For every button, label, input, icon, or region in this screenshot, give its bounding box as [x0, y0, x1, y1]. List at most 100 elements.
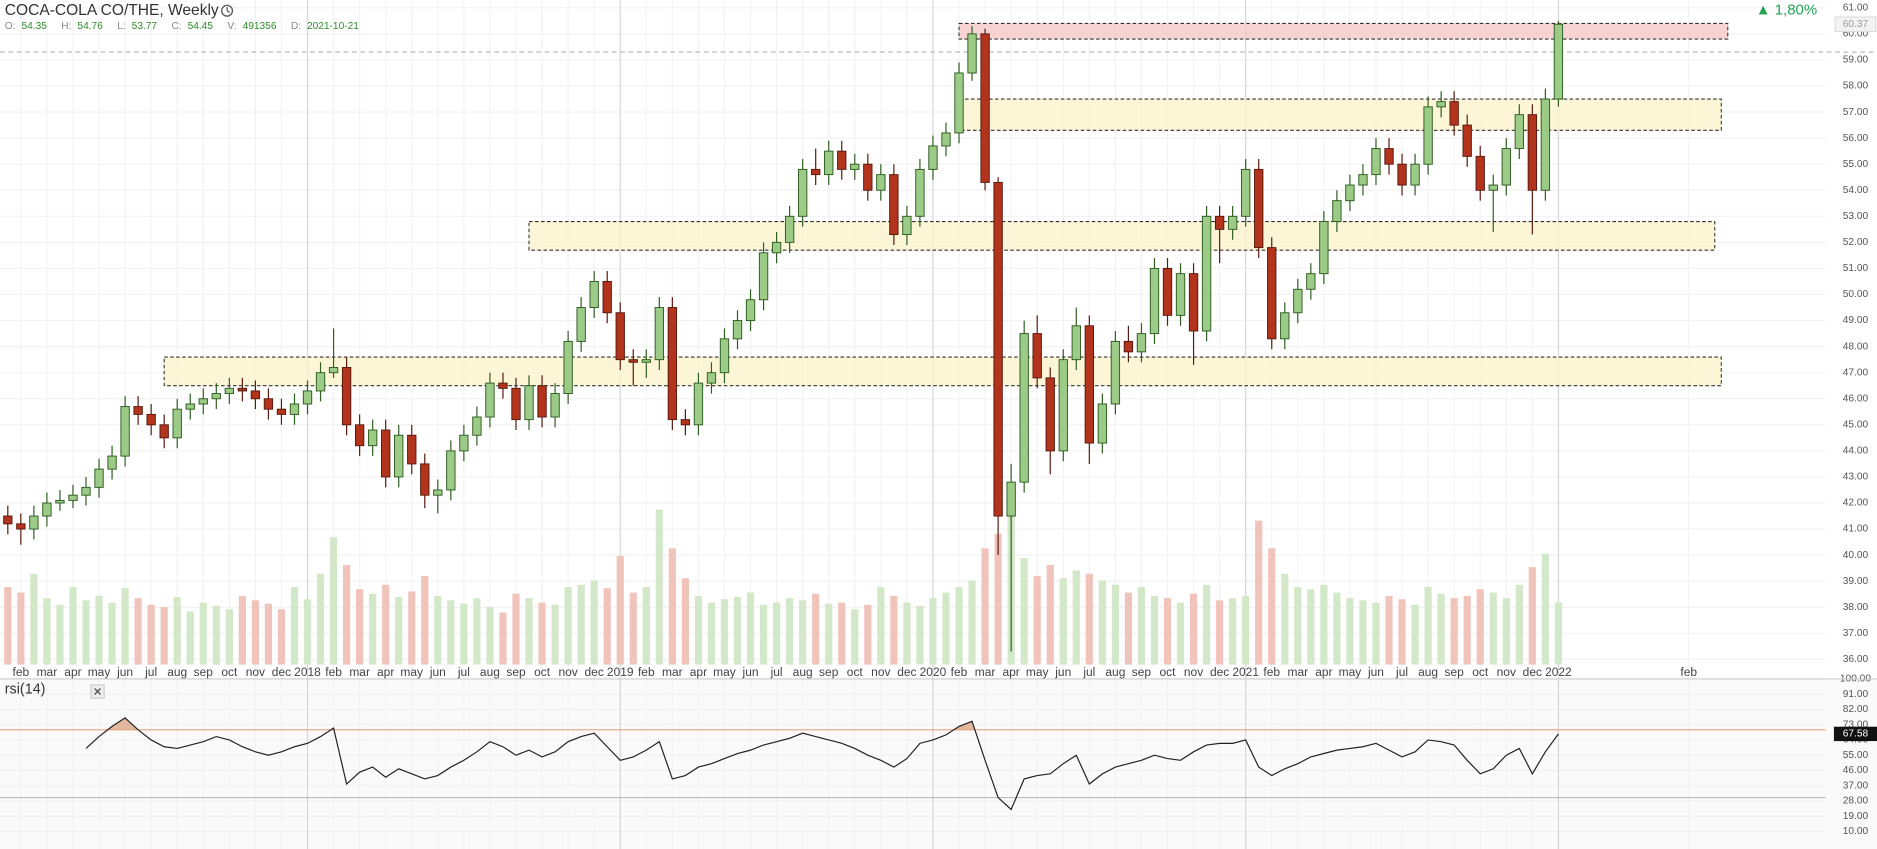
volume-bar [1294, 587, 1302, 665]
candle-body [1175, 273, 1186, 316]
x-tick-label: 2022 [1545, 665, 1572, 679]
x-tick-label: feb [325, 665, 342, 679]
candle-body [1058, 359, 1068, 452]
candle-body [81, 486, 91, 496]
volume-bar [499, 612, 507, 665]
x-tick-label: oct [1472, 665, 1489, 679]
volume-bar [186, 611, 194, 665]
volume-bar [1372, 602, 1380, 665]
volume-bar [877, 587, 885, 665]
volume-bar [838, 602, 846, 665]
candle-body [641, 359, 651, 363]
volume-bar [486, 606, 494, 665]
last-price-box [1834, 16, 1877, 33]
volume-bar [1216, 600, 1224, 665]
close-button-cross[interactable] [94, 688, 102, 696]
volume-bar [603, 588, 611, 665]
last-price-label: 60.37 [1843, 19, 1869, 30]
y-tick-label: 45.00 [1843, 420, 1869, 431]
candle-body [1514, 114, 1524, 150]
volume-bar [694, 595, 703, 665]
info-value: 54.35 [22, 21, 48, 32]
volume-bar [1046, 564, 1054, 665]
volume-bar [981, 548, 989, 665]
candle-body [1436, 101, 1446, 108]
volume-layer [4, 509, 1562, 665]
x-tick-label: may [713, 665, 736, 679]
volume-bar [942, 592, 950, 665]
rsi-tick-label: 91.00 [1843, 689, 1869, 700]
candle-body [198, 398, 208, 405]
candle-body [941, 132, 951, 147]
volume-bar [264, 603, 273, 665]
candle-body [928, 145, 938, 170]
candle-body [915, 168, 925, 217]
x-tick-label: apr [690, 665, 707, 679]
volume-bar [1502, 598, 1510, 665]
y-tick-label: 47.00 [1843, 367, 1869, 378]
x-tick-label: jun [1367, 665, 1384, 679]
x-tick-label: oct [221, 665, 238, 679]
candle-body [837, 150, 847, 170]
candle-body [980, 33, 990, 183]
clock-icon [221, 4, 234, 17]
volume-bar [1255, 520, 1263, 665]
candle-body [602, 280, 612, 314]
x-tick-label: jun [116, 665, 133, 679]
candle-body [1488, 184, 1498, 191]
volume-bar [434, 595, 442, 665]
volume-bar [1450, 598, 1458, 665]
volume-bar [43, 598, 51, 665]
info-label: V: [227, 21, 236, 32]
volume-bar [851, 609, 859, 665]
x-tick-label: oct [1160, 665, 1177, 679]
volume-bar [1268, 548, 1276, 665]
volume-bar [773, 602, 781, 665]
candle-body [1280, 312, 1290, 340]
volume-bar [564, 587, 572, 665]
candle-body [146, 413, 156, 426]
candle-body [654, 307, 664, 361]
volume-bar [1411, 604, 1419, 665]
volume-bar [759, 604, 768, 665]
volume-bar [447, 600, 455, 665]
volume-bar [825, 603, 833, 665]
candle-body [120, 406, 130, 457]
info-label: L: [117, 21, 125, 32]
candle-body [315, 372, 326, 392]
volume-bar [525, 598, 533, 665]
candle-body [1071, 325, 1081, 361]
candle-body [732, 320, 743, 340]
x-tick-label: mar [37, 665, 58, 679]
candle-body [354, 424, 365, 447]
y-tick-label: 53.00 [1843, 211, 1869, 222]
rsi-value-box [1833, 726, 1877, 742]
x-tick-label: mar [349, 665, 370, 679]
candle-body [1032, 333, 1042, 379]
x-tick-label: oct [534, 665, 551, 679]
volume-bar [746, 592, 755, 665]
volume-bar [1033, 575, 1041, 665]
volume-bar [968, 580, 976, 665]
rsi-tick-label: 73.00 [1843, 719, 1869, 730]
x-tick-label: apr [1315, 665, 1332, 679]
y-tick-label: 38.00 [1843, 602, 1869, 613]
chart-title: COCA-COLA CO/THE, Weekly [5, 2, 219, 19]
volume-bar [343, 564, 351, 665]
volume-bar [212, 605, 220, 665]
volume-bar [1437, 593, 1445, 665]
x-tick-label: apr [64, 665, 81, 679]
candle-body [889, 174, 899, 236]
price-change: ▲ 1,80% [1756, 2, 1817, 19]
x-tick-label: jun [742, 665, 759, 679]
candle-body [302, 390, 313, 405]
x-tick-label: mar [662, 665, 683, 679]
x-tick-label: aug [480, 665, 500, 679]
volume-bar [199, 602, 207, 665]
close-rsi-button[interactable] [90, 684, 105, 699]
volume-bar [121, 588, 129, 665]
candle-body [1006, 481, 1016, 517]
candle-body [1527, 114, 1538, 191]
volume-bar [56, 604, 64, 665]
y-tick-label: 61.00 [1843, 3, 1869, 14]
